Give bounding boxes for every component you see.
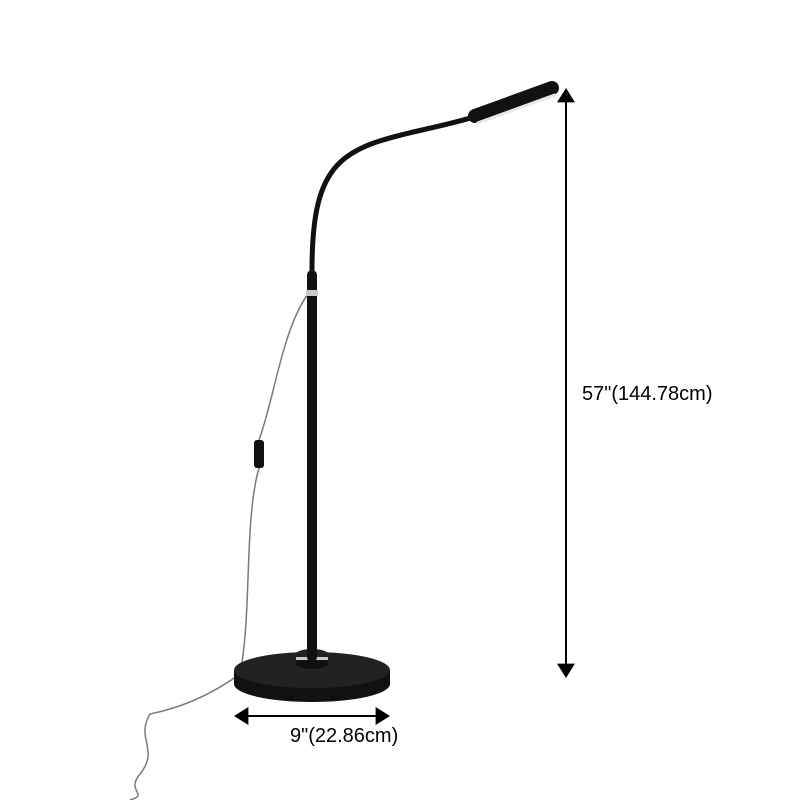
lamp-head [475,88,555,123]
dimension-base-width: 9"(22.86cm) [234,707,398,747]
product-dimension-diagram: 57"(144.78cm) 9"(22.86cm) [0,0,800,800]
dimension-base-width-label: 9"(22.86cm) [290,725,398,747]
dimension-height: 57"(144.78cm) [557,88,713,678]
dimension-height-label: 57"(144.78cm) [582,383,713,405]
lamp-pole [306,270,318,662]
lamp-gooseneck [312,108,485,270]
cord-switch [254,440,264,468]
lamp-cord [130,294,308,800]
